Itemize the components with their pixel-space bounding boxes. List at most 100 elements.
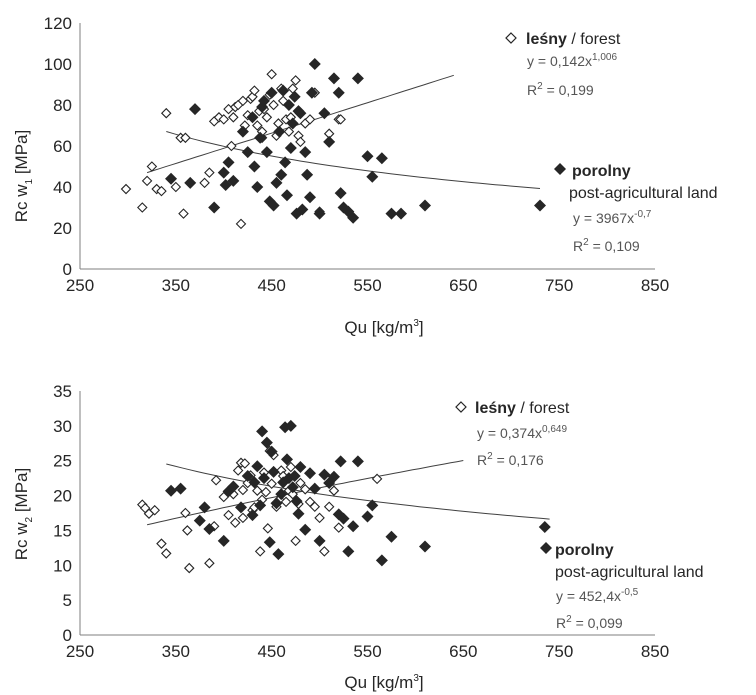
r2-agri-sup: 2 <box>583 237 589 248</box>
y-tick-label: 100 <box>44 55 72 74</box>
point-forest <box>160 548 172 559</box>
y-axis-label: Rc w1 [MPa] <box>12 130 35 222</box>
point-agri <box>334 187 347 200</box>
point-forest <box>277 95 289 107</box>
r2-forest: R2 = 0,176 <box>477 451 544 468</box>
legend-forest-bold: leśny <box>475 400 516 417</box>
legend-agri-bold: porolny <box>572 163 631 180</box>
y-tick-label: 60 <box>53 137 72 156</box>
y-tick-label: 20 <box>53 487 72 506</box>
r2-forest-pre: R <box>527 82 537 98</box>
point-agri <box>318 107 331 120</box>
point-forest <box>273 118 284 129</box>
point-forest <box>295 136 306 148</box>
point-agri <box>419 540 431 553</box>
x-tick-label: 850 <box>641 642 669 661</box>
point-agri <box>282 99 295 111</box>
point-agri <box>361 150 374 163</box>
y-axis-label-sub: 2 <box>24 516 35 522</box>
x-tick-label: 350 <box>162 276 190 295</box>
r2-forest: R2 = 0,199 <box>527 81 594 98</box>
point-agri <box>366 499 379 512</box>
equation-agri-main: y = 3967x <box>573 210 634 226</box>
x-tick-label: 750 <box>545 276 573 295</box>
point-forest <box>266 68 277 80</box>
x-tick-label: 650 <box>449 642 477 661</box>
x-tick-label: 850 <box>641 276 669 295</box>
point-forest <box>170 181 182 193</box>
legend-marker-forest <box>455 401 467 413</box>
point-agri <box>286 117 299 130</box>
point-agri <box>270 497 283 510</box>
point-forest <box>309 501 321 513</box>
point-agri <box>337 512 350 525</box>
point-forest <box>268 99 279 111</box>
point-agri <box>265 86 278 99</box>
point-agri <box>294 460 307 473</box>
point-agri <box>246 111 259 124</box>
point-agri <box>534 199 546 212</box>
point-agri <box>267 199 280 212</box>
point-forest <box>299 484 311 495</box>
point-forest <box>210 474 222 486</box>
trend-lines <box>146 460 550 526</box>
point-agri <box>270 176 283 189</box>
equation-agri-main: y = 452,4x <box>556 588 621 604</box>
y-tick-label: 5 <box>63 591 72 610</box>
point-agri <box>281 453 293 466</box>
data-points <box>120 58 546 230</box>
trend-line-agri <box>166 463 550 520</box>
svg-text:Rc w2 [MPa]: Rc w2 [MPa] <box>12 468 35 560</box>
point-agri <box>299 146 312 159</box>
legend-forest: leśny / forest y = 0,142x1,006 R2 = 0,19… <box>505 31 621 98</box>
point-agri <box>267 465 280 478</box>
r2-forest-sup: 2 <box>487 451 493 462</box>
r2-agri-pre: R <box>556 615 566 631</box>
point-agri <box>284 419 297 432</box>
point-forest <box>178 208 189 219</box>
data-points <box>137 419 551 574</box>
point-forest <box>266 478 277 489</box>
point-agri <box>296 203 309 216</box>
axes <box>79 23 655 270</box>
point-agri <box>174 482 187 495</box>
tick-labels: 0 5 10 15 20 25 30 35 250 350 450 550 650 750 850 <box>53 382 669 661</box>
x-tick-label: 650 <box>449 276 477 295</box>
point-forest <box>323 501 335 513</box>
point-agri <box>327 72 340 85</box>
point-forest <box>371 473 383 485</box>
r2-forest-sup: 2 <box>537 81 543 92</box>
r2-agri: R2 = 0,109 <box>573 237 640 254</box>
x-tick-label: 250 <box>66 642 94 661</box>
point-agri <box>275 488 288 501</box>
point-agri <box>248 160 261 173</box>
r2-agri-sup: 2 <box>566 614 572 625</box>
point-agri <box>251 181 264 193</box>
legend-agri-rest: post-agricultural land <box>555 564 704 581</box>
point-agri <box>375 152 388 165</box>
point-agri <box>189 103 201 116</box>
point-agri <box>193 514 206 527</box>
point-agri <box>198 501 211 514</box>
point-agri <box>290 495 303 508</box>
y-axis-label-end: [MPa] <box>12 130 31 179</box>
equation-agri: y = 452,4x-0,5 <box>556 587 639 604</box>
y-tick-label: 40 <box>53 178 72 197</box>
point-agri <box>275 168 288 181</box>
legend-agri: porolny post-agricultural land y = 452,4… <box>540 542 704 631</box>
point-agri <box>323 135 336 148</box>
svg-text:Rc w1 [MPa]: Rc w1 [MPa] <box>12 130 35 222</box>
point-agri <box>241 470 254 483</box>
legend-forest-rest: / forest <box>516 400 570 417</box>
point-forest <box>232 465 244 476</box>
x-axis-label-main: Qu [kg/m <box>344 673 413 692</box>
x-axis-label: Qu [kg/m3] <box>344 318 423 337</box>
point-agri <box>313 207 326 220</box>
point-forest <box>237 512 249 524</box>
x-tick-label: 450 <box>257 642 285 661</box>
point-agri <box>347 211 360 224</box>
legend-label-forest: leśny / forest <box>526 31 621 48</box>
point-forest <box>183 562 195 574</box>
equation-forest-exp: 0,649 <box>542 424 567 435</box>
point-forest <box>182 525 193 536</box>
